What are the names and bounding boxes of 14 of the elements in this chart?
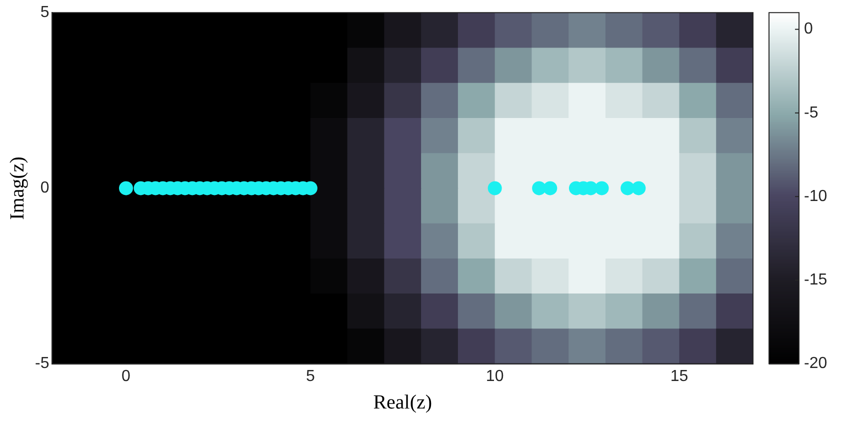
x-tick-label: 5	[306, 368, 315, 385]
color-bar-label: 0	[804, 20, 813, 38]
y-tick-label: 0	[40, 180, 50, 197]
y-tick-label: 5	[40, 4, 50, 22]
x-tick-label: 0	[122, 368, 131, 385]
color-bar-label: -5	[804, 104, 818, 122]
x-tick-label: 10	[486, 368, 504, 385]
y-axis-title: Imag(z)	[6, 156, 28, 220]
color-bar-label: -20	[804, 355, 828, 372]
y-tick-label: -5	[34, 355, 50, 372]
color-bar-label: -15	[804, 272, 828, 289]
x-tick-label: 15	[670, 368, 688, 385]
color-bar-label: -10	[804, 188, 828, 205]
x-axis-title: Real(z)	[373, 391, 432, 414]
